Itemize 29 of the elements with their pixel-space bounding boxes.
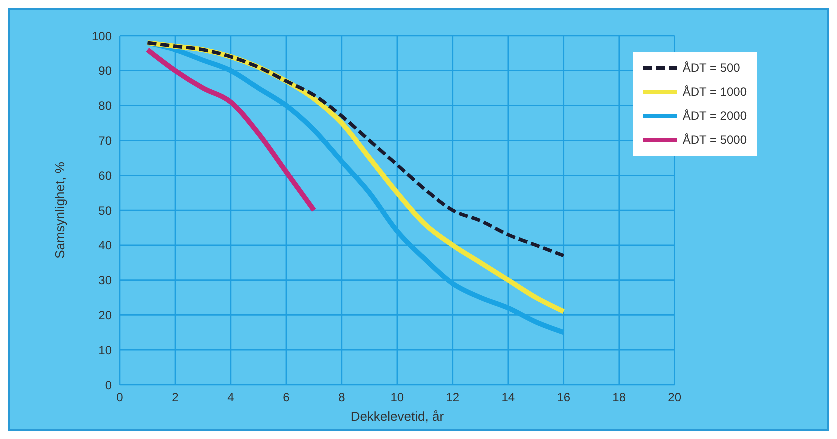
y-tick-label: 50 (98, 204, 112, 218)
y-tick-label: 60 (98, 168, 112, 183)
legend-label: ÅDT = 500 (682, 60, 740, 76)
legend-label: ÅDT = 5000 (682, 132, 747, 148)
line-series (146, 41, 566, 258)
y-tick-label: 70 (98, 134, 112, 148)
y-tick-label: 10 (98, 343, 112, 358)
y-tick-label: 30 (98, 274, 112, 288)
y-tick-label: 80 (98, 99, 112, 114)
y-tick-label: 100 (92, 29, 112, 44)
x-tick-label: 14 (502, 390, 516, 405)
y-tick-label: 0 (105, 378, 112, 392)
x-tick-label: 2 (172, 390, 180, 405)
x-tick-label: 8 (338, 390, 346, 405)
y-tick-label: 90 (98, 64, 112, 78)
x-tick-label: 4 (228, 390, 235, 405)
y-axis-title: Samsynlighet, % (52, 162, 68, 259)
x-axis-title: Dekkelevetid, år (350, 409, 445, 424)
x-tick-label: 6 (283, 390, 290, 405)
x-tick-label: 12 (446, 390, 460, 405)
y-tick-label: 20 (98, 308, 112, 322)
x-tick-label: 10 (390, 390, 404, 405)
x-tick-label: 20 (668, 390, 682, 405)
legend-label: ÅDT = 1000 (682, 84, 747, 100)
x-tick-label: 18 (612, 390, 626, 405)
x-tick-label: 16 (557, 390, 571, 405)
x-tick-label: 0 (116, 390, 124, 405)
legend-label: ÅDT = 2000 (682, 108, 747, 124)
y-tick-label: 40 (98, 238, 112, 253)
